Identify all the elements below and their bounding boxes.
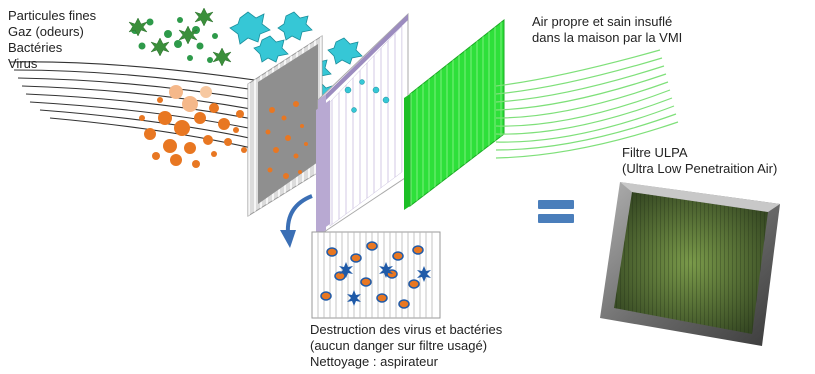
pollutants-legend: Particules fines Gaz (odeurs) Bactéries … xyxy=(8,8,96,72)
destruction-line-2: (aucun danger sur filtre usagé) xyxy=(310,338,488,353)
destruction-line-1: Destruction des virus et bactéries xyxy=(310,322,503,337)
label-fine-particles: Particules fines xyxy=(8,8,97,23)
clean-air-line-2: dans la maison par la VMI xyxy=(532,30,683,45)
equals-sign xyxy=(538,200,574,223)
grey-filter xyxy=(247,35,323,217)
green-filter xyxy=(404,18,505,210)
label-virus: Virus xyxy=(8,56,38,71)
label-gas: Gaz (odeurs) xyxy=(8,24,84,39)
clean-air-lines xyxy=(495,49,679,159)
ulpa-subtitle: (Ultra Low Penetraition Air) xyxy=(622,161,778,176)
incoming-air-lines xyxy=(9,61,269,153)
destruction-caption: Destruction des virus et bactéries (aucu… xyxy=(310,322,502,370)
purple-filter xyxy=(316,12,409,237)
ulpa-filter-image xyxy=(600,182,780,346)
destruction-line-3: Nettoyage : aspirateur xyxy=(310,354,438,369)
destruction-panel xyxy=(311,231,441,319)
clean-air-caption: Air propre et sain insuflé dans la maiso… xyxy=(532,14,682,46)
ulpa-title: Filtre ULPA xyxy=(622,145,688,160)
curved-arrow xyxy=(280,194,313,248)
label-bacteria: Bactéries xyxy=(8,40,63,55)
ulpa-caption: Filtre ULPA (Ultra Low Penetraition Air) xyxy=(622,145,777,177)
clean-air-line-1: Air propre et sain insuflé xyxy=(532,14,673,29)
